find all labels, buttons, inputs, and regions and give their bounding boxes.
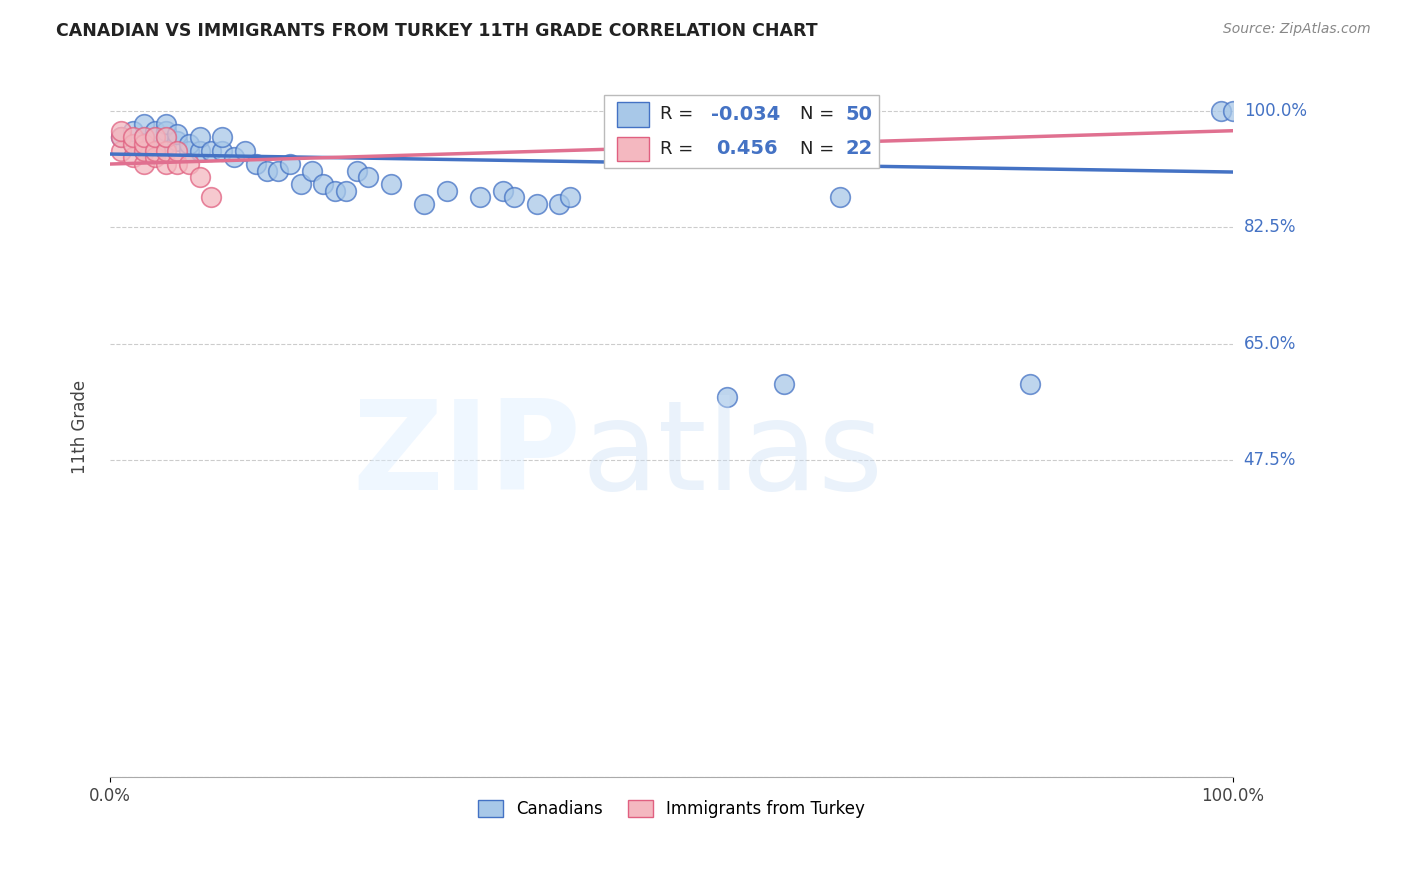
Point	[121, 136, 143, 151]
Point	[659, 124, 682, 138]
Point	[132, 130, 155, 145]
Point	[155, 130, 177, 145]
Point	[188, 130, 211, 145]
Point	[526, 197, 548, 211]
Point	[245, 157, 267, 171]
Point	[200, 190, 222, 204]
Text: ZIP: ZIP	[353, 394, 582, 516]
Point	[177, 136, 200, 151]
FancyBboxPatch shape	[605, 95, 879, 169]
Point	[211, 130, 233, 145]
Point	[166, 157, 188, 171]
Point	[132, 144, 155, 158]
Point	[211, 144, 233, 158]
Point	[267, 163, 290, 178]
Point	[312, 177, 335, 191]
Point	[143, 144, 166, 158]
Point	[222, 150, 245, 164]
Point	[166, 144, 188, 158]
Point	[155, 130, 177, 145]
Point	[143, 124, 166, 138]
FancyBboxPatch shape	[617, 103, 648, 127]
Point	[155, 144, 177, 158]
Point	[1211, 103, 1233, 118]
Point	[143, 130, 166, 145]
Point	[436, 184, 458, 198]
Text: 47.5%: 47.5%	[1244, 451, 1296, 469]
Point	[716, 390, 738, 404]
Text: 50: 50	[845, 105, 872, 124]
Point	[166, 134, 188, 148]
Point	[290, 177, 312, 191]
Point	[380, 177, 402, 191]
Point	[1222, 103, 1244, 118]
Point	[1019, 376, 1042, 391]
Point	[492, 184, 515, 198]
Text: Source: ZipAtlas.com: Source: ZipAtlas.com	[1223, 22, 1371, 37]
Point	[256, 163, 278, 178]
Text: 65.0%: 65.0%	[1244, 334, 1296, 353]
Point	[560, 190, 582, 204]
Point	[548, 197, 571, 211]
Point	[772, 376, 794, 391]
Point	[110, 130, 132, 145]
Point	[121, 150, 143, 164]
Point	[143, 130, 166, 145]
Point	[132, 130, 155, 145]
Text: 0.456: 0.456	[716, 139, 778, 158]
FancyBboxPatch shape	[617, 136, 648, 161]
Point	[132, 157, 155, 171]
Point	[470, 190, 492, 204]
Point	[155, 117, 177, 131]
Point	[177, 157, 200, 171]
Text: 22: 22	[845, 139, 873, 158]
Text: -0.034: -0.034	[710, 105, 780, 124]
Point	[177, 144, 200, 158]
Point	[301, 163, 323, 178]
Point	[828, 190, 851, 204]
Point	[166, 127, 188, 141]
Point	[155, 157, 177, 171]
Point	[233, 144, 256, 158]
Point	[413, 197, 436, 211]
Point	[200, 144, 222, 158]
Point	[188, 144, 211, 158]
Text: CANADIAN VS IMMIGRANTS FROM TURKEY 11TH GRADE CORRELATION CHART: CANADIAN VS IMMIGRANTS FROM TURKEY 11TH …	[56, 22, 818, 40]
Text: N =: N =	[800, 105, 841, 123]
Point	[335, 184, 357, 198]
Point	[143, 136, 166, 151]
Point	[110, 130, 132, 145]
Point	[278, 157, 301, 171]
Point	[155, 136, 177, 151]
Point	[357, 170, 380, 185]
Point	[121, 124, 143, 138]
Point	[155, 124, 177, 138]
Text: R =: R =	[659, 139, 699, 158]
Point	[132, 117, 155, 131]
Point	[346, 163, 368, 178]
Point	[110, 124, 132, 138]
Text: N =: N =	[800, 139, 841, 158]
Legend: Canadians, Immigrants from Turkey: Canadians, Immigrants from Turkey	[471, 793, 872, 824]
Text: 100.0%: 100.0%	[1244, 102, 1306, 120]
Point	[143, 150, 166, 164]
Point	[110, 144, 132, 158]
Text: 82.5%: 82.5%	[1244, 219, 1296, 236]
Point	[121, 136, 143, 151]
Point	[132, 144, 155, 158]
Y-axis label: 11th Grade: 11th Grade	[72, 380, 89, 475]
Point	[323, 184, 346, 198]
Text: atlas: atlas	[582, 394, 883, 516]
Text: R =: R =	[659, 105, 699, 123]
Point	[503, 190, 526, 204]
Point	[132, 136, 155, 151]
Point	[121, 130, 143, 145]
Point	[188, 170, 211, 185]
